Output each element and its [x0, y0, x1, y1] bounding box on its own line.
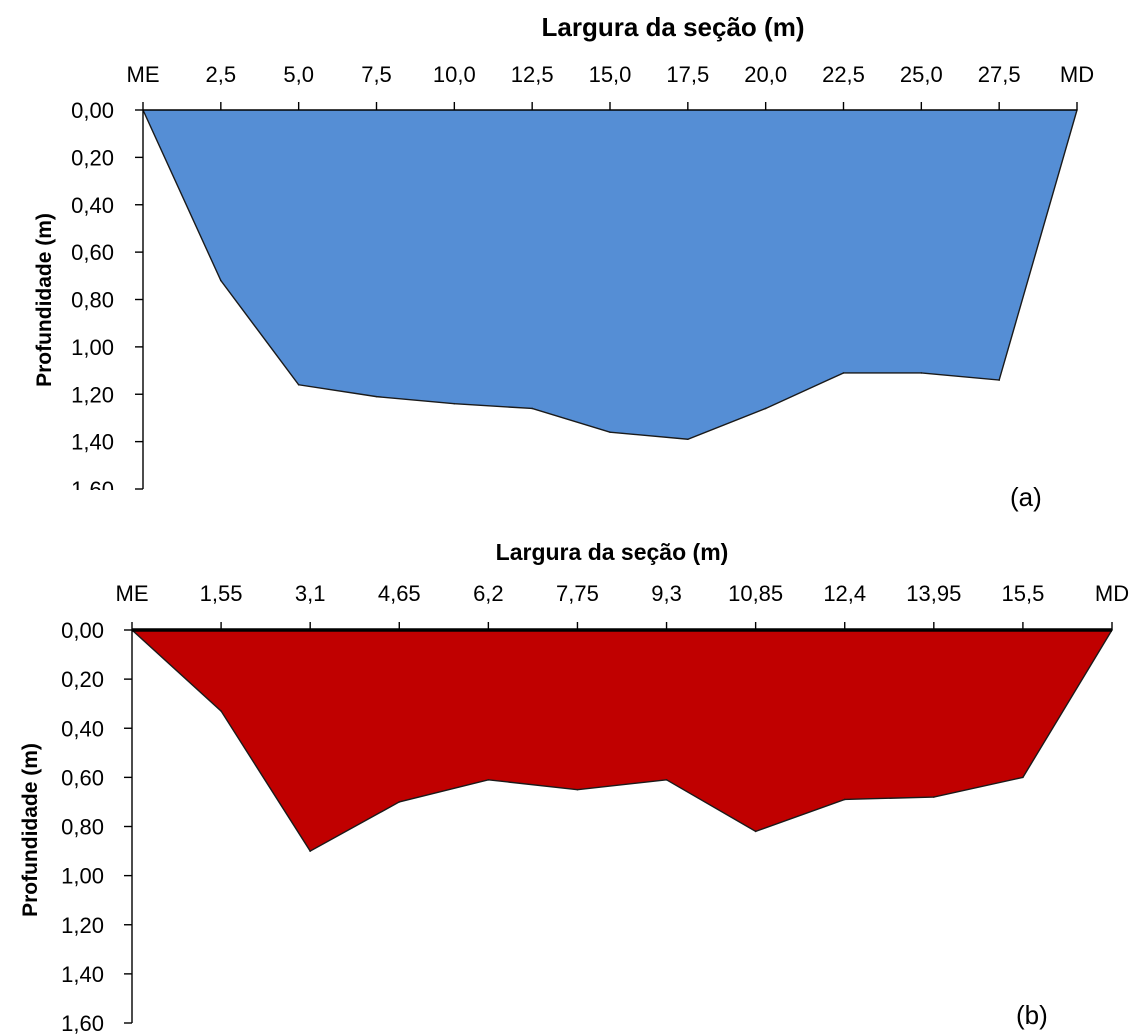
chart-b-area-fill [132, 630, 1112, 852]
chart-a-x-tick-label: ME [127, 62, 160, 87]
chart-b-y-tick-label: 0,20 [61, 667, 104, 692]
chart-b-x-tick-label: 3,1 [295, 581, 326, 606]
chart-b-x-tick-label: 10,85 [728, 581, 783, 606]
chart-a-x-tick-label: 15,0 [589, 62, 632, 87]
chart-a-data-point [764, 407, 767, 410]
chart-b-data-point [933, 796, 935, 798]
chart-a-data-point [297, 383, 300, 386]
chart-a-x-tick-label: 17,5 [666, 62, 709, 87]
chart-b-data-point [1022, 776, 1024, 779]
chart-b-y-tick-label: 0,40 [61, 716, 104, 741]
chart-a-x-tick-label: 12,5 [511, 62, 554, 87]
chart-b-x-tick-label: 12,4 [823, 581, 866, 606]
chart-b-panel-label: (b) [1016, 1000, 1048, 1030]
chart-b-x-tick-label: 9,3 [651, 581, 682, 606]
chart-a-area-fill [143, 110, 1077, 440]
chart-a-x-tick-label: 2,5 [206, 62, 237, 87]
chart-a-data-point [609, 431, 611, 433]
chart-a-y-tick-label: 0,60 [71, 240, 114, 265]
chart-b-x-tick-label: 13,95 [906, 581, 961, 606]
chart-a-y-tick-label: 0,00 [71, 98, 114, 123]
chart-b-y-tick-label: 0,60 [61, 765, 104, 790]
chart-a-x-tick-label: 10,0 [433, 62, 476, 87]
chart-b-x-tick-label: 4,65 [378, 581, 421, 606]
chart-a-data-point [998, 379, 1000, 381]
chart-b-data-point [754, 830, 757, 833]
chart-a-y-tick-label: 0,40 [71, 193, 114, 218]
chart-a-data-point [453, 402, 456, 405]
chart-b-y-tick-label: 1,60 [61, 1011, 104, 1036]
chart-b-series-line [131, 629, 1113, 852]
chart-a-y-tick-label: 1,40 [71, 430, 114, 455]
chart-a-x-tick-label: 22,5 [822, 62, 865, 87]
chart-b-data-point [309, 850, 311, 852]
chart-a-data-point [375, 395, 378, 398]
chart-b-x-axis-title: Largura da seção (m) [496, 539, 729, 565]
chart-b-data-point [843, 798, 846, 801]
chart-a-data-point [687, 438, 689, 441]
chart-b-x-tick-label: 6,2 [473, 581, 504, 606]
chart-a-y-axis-title: Profundidade (m) [33, 213, 56, 387]
chart-b-y-tick-label: 0,80 [61, 815, 104, 840]
chart-a-data-point [842, 372, 845, 374]
chart-b-x-tick-label: 1,55 [200, 581, 243, 606]
chart-a-y-tick-label: 0,80 [71, 288, 114, 313]
chart-b-data-point [487, 779, 490, 781]
chart-a-x-axis-title: Largura da seção (m) [542, 12, 805, 42]
chart-a-data-point [531, 407, 533, 410]
chart-a-y-tick-label: 0,20 [71, 145, 114, 170]
chart-a-panel-label: (a) [1010, 482, 1042, 512]
chart-a-x-tick-label: 27,5 [978, 62, 1021, 87]
chart-a-data-point [920, 372, 923, 374]
chart-a-x-tick-label: 20,0 [744, 62, 787, 87]
chart-b-y-tick-label: 1,20 [61, 913, 104, 938]
chart-a-x-tick-label: 5,0 [283, 62, 314, 87]
chart-b-data-point [398, 801, 401, 803]
chart-b-x-tick-label: ME [116, 581, 149, 606]
chart-a-x-tick-label: 25,0 [900, 62, 943, 87]
chart-a-x-tick-label: MD [1060, 62, 1094, 87]
chart-b-x-tick-label: 7,75 [556, 581, 599, 606]
chart-b-data-point [220, 710, 222, 712]
chart-b-y-tick-label: 1,00 [61, 864, 104, 889]
chart-b-data-point [576, 788, 579, 791]
chart-b-x-tick-label: MD [1095, 581, 1129, 606]
chart-a-y-tick-label: 1,00 [71, 335, 114, 360]
chart-b-y-tick-label: 1,40 [61, 962, 104, 987]
chart-a-label-clip-mask [40, 490, 135, 520]
chart-b-data-point [665, 779, 668, 781]
chart-a-data-point [220, 279, 222, 282]
chart-a-x-tick-label: 7,5 [361, 62, 392, 87]
chart-a-y-tick-label: 1,20 [71, 382, 114, 407]
chart-b-y-tick-label: 0,00 [61, 618, 104, 643]
chart-b-x-tick-label: 15,5 [1001, 581, 1044, 606]
chart-b-y-axis-title: Profundidade (m) [19, 743, 42, 917]
